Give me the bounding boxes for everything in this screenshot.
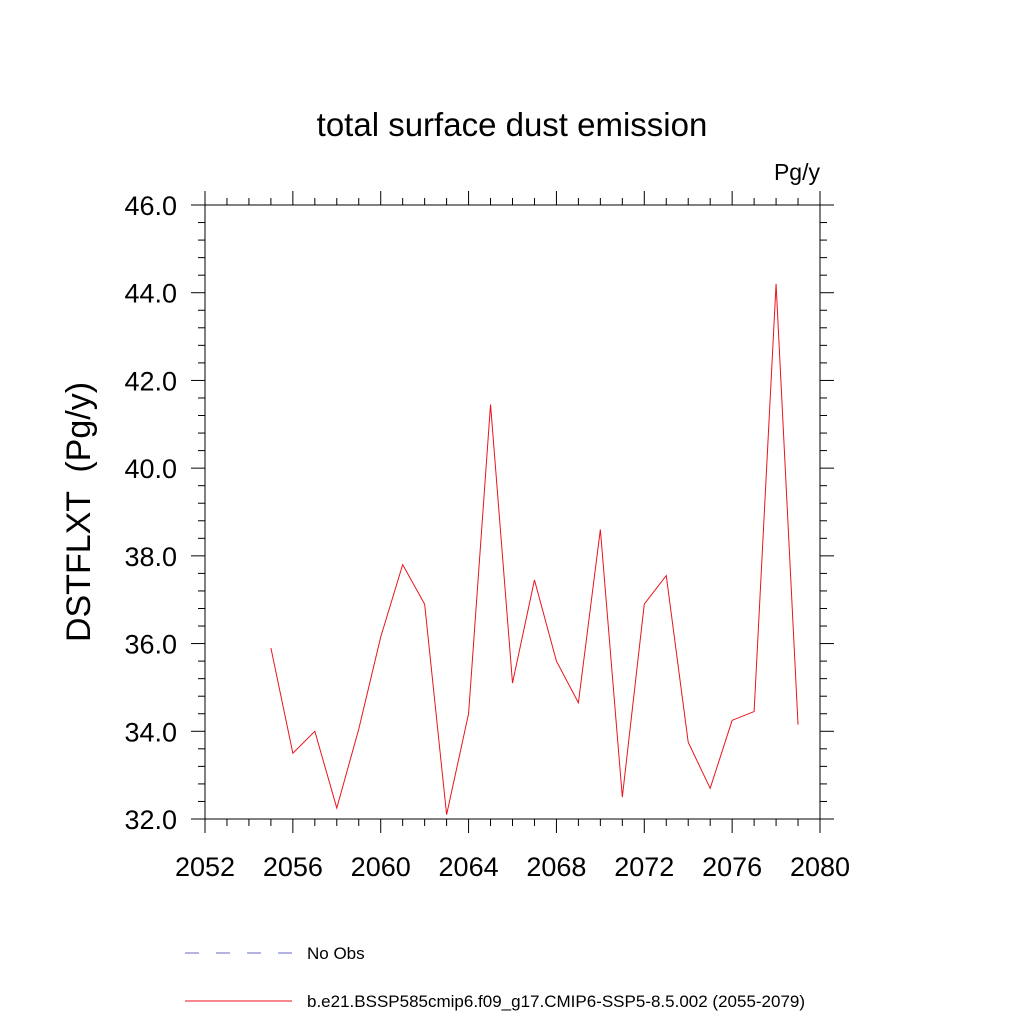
y-tick-label: 38.0 <box>124 542 177 572</box>
y-tick-label: 32.0 <box>124 805 177 835</box>
x-tick-label: 2072 <box>614 852 674 882</box>
y-tick-label: 44.0 <box>124 279 177 309</box>
y-tick-label: 42.0 <box>124 366 177 396</box>
y-axis-label: DSTFLXT (Pg/y) <box>60 382 98 642</box>
legend-label-no-obs: No Obs <box>307 944 365 963</box>
chart-title: total surface dust emission <box>317 106 708 143</box>
x-tick-label: 2056 <box>263 852 323 882</box>
x-tick-label: 2068 <box>526 852 586 882</box>
series-group <box>270 283 799 815</box>
legend-label-model-run: b.e21.BSSP585cmip6.f09_g17.CMIP6-SSP5-8.… <box>307 992 805 1011</box>
series-line-0 <box>270 283 799 815</box>
legend: No Obs b.e21.BSSP585cmip6.f09_g17.CMIP6-… <box>185 944 805 1011</box>
x-tick-label: 2076 <box>702 852 762 882</box>
y-tick-label: 40.0 <box>124 454 177 484</box>
y-tick-label: 34.0 <box>124 717 177 747</box>
y-tick-label: 36.0 <box>124 630 177 660</box>
x-tick-label: 2052 <box>175 852 235 882</box>
x-tick-label: 2060 <box>351 852 411 882</box>
y-tick-label: 46.0 <box>124 191 177 221</box>
axis-ticks <box>191 191 834 833</box>
plot-frame <box>204 204 821 820</box>
tick-labels: 2052 2056 2060 2064 2068 2072 2076 2080 32.0 34.0… <box>124 191 850 882</box>
x-tick-label: 2064 <box>439 852 499 882</box>
x-tick-label: 2080 <box>790 852 850 882</box>
units-label: Pg/y <box>774 159 821 185</box>
